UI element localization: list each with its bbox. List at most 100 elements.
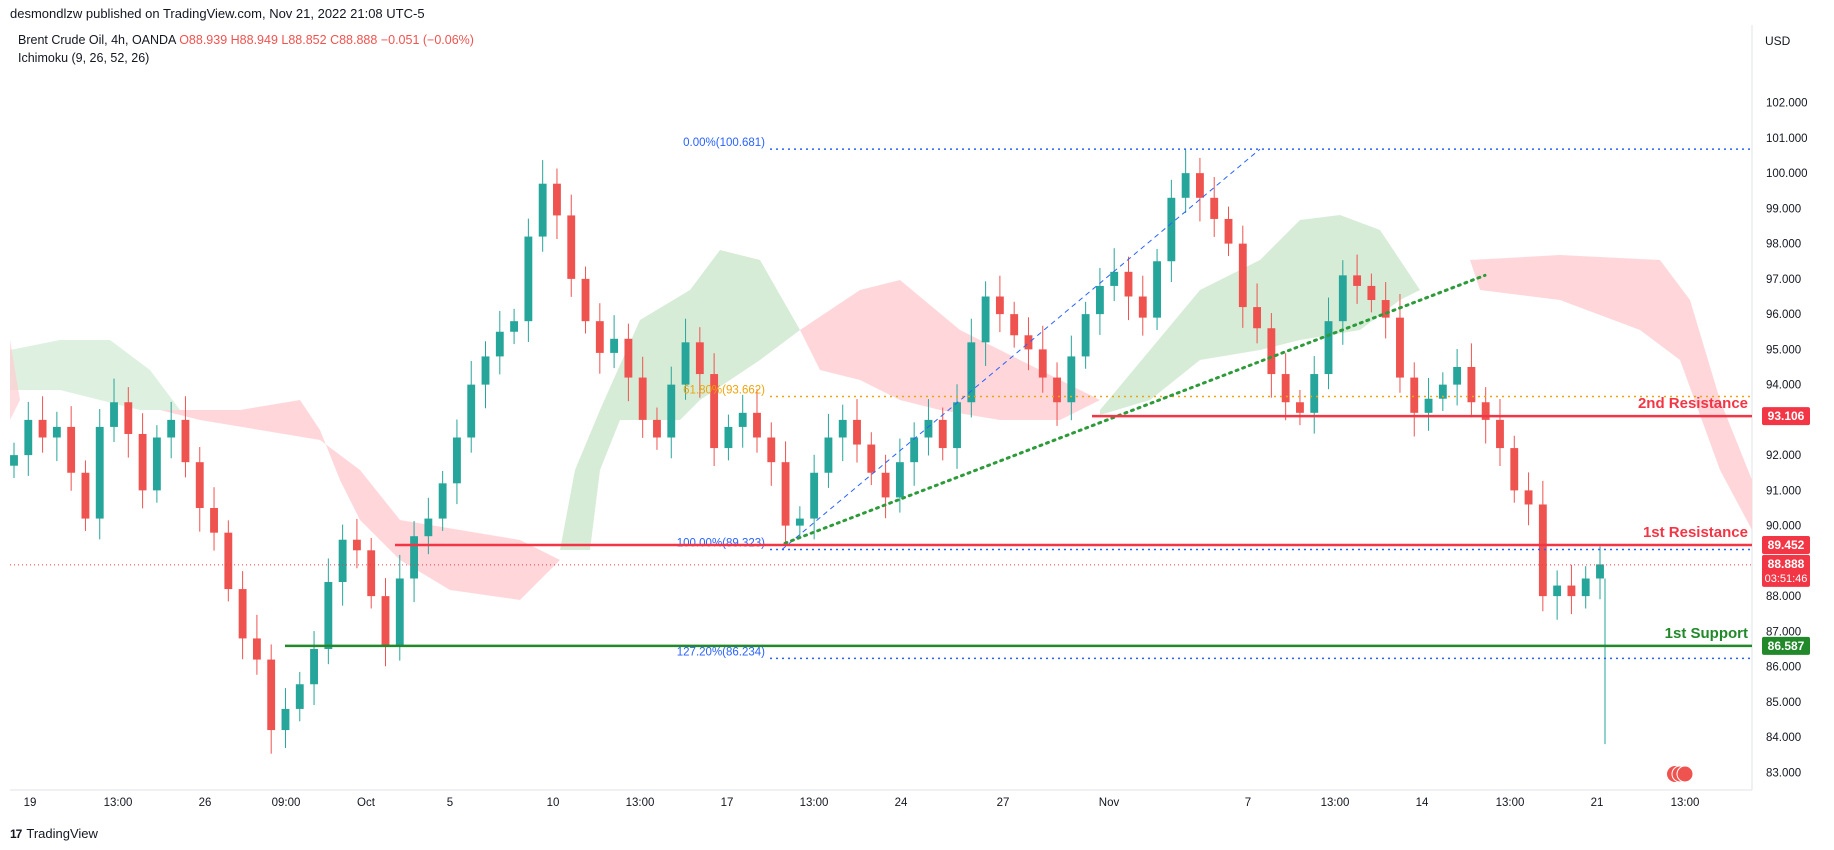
y-axis-tick-label: 83.000 [1766, 767, 1801, 779]
x-axis-tick-label: 10 [547, 797, 560, 809]
candle-body [1453, 367, 1462, 385]
candle-body [252, 638, 261, 660]
level-price-text: 89.452 [1768, 538, 1805, 552]
candle-body [824, 437, 833, 473]
x-axis-tick-label: 13:00 [1496, 797, 1525, 809]
candle-body [1024, 335, 1033, 350]
candle-body [1010, 314, 1019, 336]
x-axis-tick-label: 7 [1245, 797, 1251, 809]
candle-body [581, 278, 590, 322]
level-price-tag [1762, 636, 1810, 655]
candle-body [1210, 197, 1219, 219]
candle-body [1195, 173, 1204, 198]
candle-body [1424, 398, 1433, 413]
y-axis-tick-label: 96.000 [1766, 309, 1801, 321]
candle-body [538, 183, 547, 237]
candle-body [95, 426, 104, 519]
candle-body [181, 419, 190, 463]
level-label: 2nd Resistance [1638, 395, 1748, 412]
level-price-text: 86.587 [1768, 639, 1805, 653]
candle-body [167, 419, 176, 438]
candle-body [567, 215, 576, 279]
low-value: L88.852 [281, 33, 327, 47]
candle-body [1310, 374, 1319, 413]
y-axis-tick-label: 86.000 [1766, 662, 1801, 674]
candle-body [338, 539, 347, 583]
y-axis-tick-label: 88.000 [1766, 591, 1801, 603]
candle-body [481, 356, 490, 385]
fib-level-label: 61.80%(93.662) [683, 385, 765, 397]
candle-body [553, 183, 561, 216]
candle-body [1267, 328, 1276, 375]
publisher-line: desmondlzw published on TradingView.com,… [10, 6, 425, 21]
candle-body [152, 437, 161, 491]
level-label: 1st Resistance [1643, 524, 1748, 541]
level-price-tag [1762, 407, 1810, 426]
y-axis-tick-label: 101.000 [1766, 133, 1808, 145]
x-axis-tick-label: 27 [997, 797, 1010, 809]
candle-body [1053, 377, 1061, 403]
candle-body [324, 582, 333, 649]
level-price-tag [1762, 535, 1810, 554]
y-axis-tick-label: 90.000 [1766, 521, 1801, 533]
x-axis-tick-label: 21 [1591, 797, 1604, 809]
candle-body [653, 419, 661, 438]
candle-body [1353, 275, 1362, 286]
x-axis-tick-label: 13:00 [800, 797, 829, 809]
candle-body [1253, 307, 1262, 329]
y-axis-tick-label: 85.000 [1766, 697, 1801, 709]
level-price-text: 93.106 [1768, 409, 1805, 423]
ichimoku-cloud-bullish-1 [560, 250, 800, 550]
candle-body [1110, 271, 1119, 286]
fib-level-label: 127.20%(86.234) [677, 646, 765, 658]
open-value: O88.939 [179, 33, 228, 47]
candle-body [38, 419, 47, 438]
candle-body [81, 472, 90, 519]
candle-body [1224, 218, 1233, 244]
candle-body [395, 578, 404, 646]
candle-body [238, 589, 247, 639]
y-axis-tick-label: 91.000 [1766, 485, 1801, 497]
tradingview-footer[interactable]: 17 TradingView [10, 826, 98, 841]
candle-body [524, 236, 533, 322]
ichimoku-legend[interactable]: Ichimoku (9, 26, 52, 26) [18, 51, 150, 65]
current-price-tag [1762, 554, 1810, 587]
candle-body [1167, 197, 1176, 262]
candle-body [410, 536, 419, 579]
candle-body [810, 472, 819, 519]
candle-body [1496, 419, 1504, 449]
candle-body [195, 462, 204, 508]
candle-body [267, 659, 276, 731]
candle-body [1396, 317, 1404, 378]
y-axis-tick-label: 84.000 [1766, 732, 1801, 744]
candle-body [1081, 314, 1090, 357]
candle-body [638, 377, 647, 420]
candle-body [1481, 402, 1490, 420]
candle-body [1153, 261, 1161, 318]
x-axis-tick-label: Nov [1099, 797, 1120, 809]
y-axis-tick-label: 94.000 [1766, 380, 1801, 392]
x-axis-tick-label: 5 [447, 797, 453, 809]
candle-body [838, 419, 847, 438]
green-dotted-trendline [783, 273, 1487, 545]
candle-body [995, 296, 1004, 315]
candle-body [1367, 285, 1376, 301]
us-flag-icon-3 [1676, 765, 1694, 783]
symbol-legend[interactable]: Brent Crude Oil, 4h, OANDA O88.939 H88.9… [18, 33, 474, 47]
candle-body [467, 384, 476, 438]
close-value: C88.888 [330, 33, 378, 47]
candle-body [1095, 285, 1104, 315]
candle-body [667, 384, 676, 438]
candle-body [495, 331, 504, 357]
candle-body [453, 437, 461, 484]
candle-body [1338, 275, 1347, 322]
candle-body [1181, 173, 1190, 198]
candle-body [1281, 374, 1290, 403]
candle-body [281, 708, 290, 731]
candle-body [1067, 356, 1076, 403]
y-axis-tick-label: 97.000 [1766, 274, 1801, 286]
candle-body [138, 433, 147, 491]
candle-body [967, 342, 976, 403]
tradingview-brand: TradingView [26, 826, 98, 841]
